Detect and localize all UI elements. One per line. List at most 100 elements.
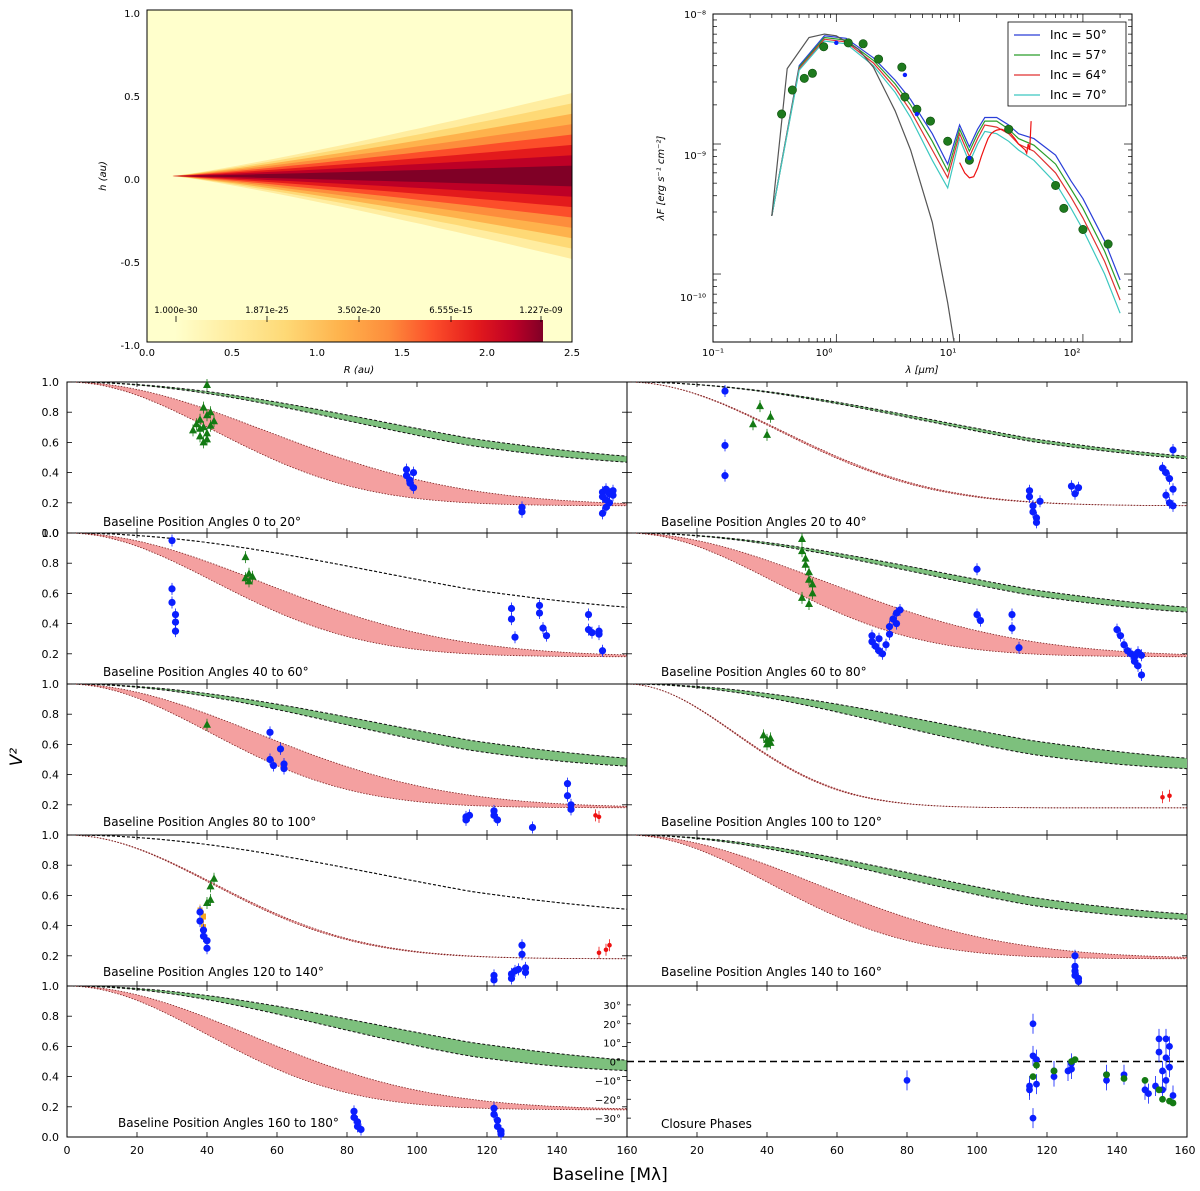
disk-panel: 1.000e-30 1.871e-25 3.502e-20 6.555e-15 … — [98, 9, 580, 376]
data-point — [896, 606, 904, 614]
data-point — [892, 620, 901, 628]
closure-point — [1162, 1076, 1170, 1084]
data-point-triangle — [808, 579, 817, 588]
data-point-triangle — [196, 431, 204, 440]
photometry-point — [1051, 180, 1061, 190]
y-tick-label: 0.8 — [42, 557, 60, 570]
data-point-triangle — [206, 881, 215, 890]
x-tick-label: 40 — [200, 1144, 214, 1157]
closure-point — [1029, 1114, 1037, 1122]
data-point-triangle — [206, 421, 215, 429]
data-point — [563, 792, 572, 800]
y-tick-label: 20° — [603, 1020, 621, 1031]
visibility-panel: 0.2 0.4 0.6 0.8 1.0 — [42, 829, 628, 987]
data-point — [1134, 662, 1142, 670]
data-point — [973, 565, 981, 573]
x-tick-label: 0 — [64, 1144, 71, 1157]
data-point — [1169, 502, 1177, 510]
x-tick-label: 2.0 — [479, 348, 495, 359]
y-tick-label: -1.0 — [120, 341, 140, 352]
sed-panel: 10⁻¹ 10⁰ 10¹ 10² 10⁻¹⁰ 10⁻⁹ 10⁻⁸ λ [μm] … — [656, 10, 1133, 376]
visibility-panels: 0.00.20.40.60.81.00.20.40.60.81.00.20.40… — [42, 376, 1188, 1144]
y-tick-label: 0.8 — [42, 1010, 60, 1023]
y-tick-label: -0.5 — [120, 258, 140, 269]
data-point — [521, 968, 530, 977]
data-point — [507, 615, 516, 623]
closure-point — [1159, 1067, 1166, 1075]
data-point — [1137, 651, 1146, 659]
y-tick-label: 10⁻⁸ — [684, 10, 706, 21]
data-point — [514, 965, 523, 973]
x-tick-label: 20 — [130, 1144, 144, 1157]
disk-x-ticks: 0.0 0.5 1.0 1.5 2.0 2.5 — [139, 348, 580, 359]
visibility-panel-titles: Baseline Position Angles 0 to 20° Baseli… — [103, 515, 882, 1130]
sed-x-tick-labels: 10⁻¹ 10⁰ 10¹ 10² — [702, 348, 1080, 359]
data-point-triangle — [248, 572, 257, 580]
data-point — [1074, 977, 1083, 986]
data-point — [1162, 491, 1170, 499]
data-point — [1116, 632, 1125, 640]
model-band-red — [67, 533, 627, 657]
photometry-point — [1078, 225, 1088, 235]
data-point — [1113, 626, 1121, 634]
panel-title: Baseline Position Angles 40 to 60° — [103, 665, 309, 679]
closure-point — [1029, 1073, 1037, 1080]
y-tick-label: −20° — [595, 1095, 621, 1106]
sed-y-axis-label: λF [erg s⁻¹ cm⁻²] — [656, 136, 667, 222]
data-point-triangle — [241, 573, 250, 582]
data-point — [1162, 469, 1170, 477]
model-band-edge — [67, 381, 628, 463]
closure-point — [1071, 1056, 1079, 1064]
closure-point — [1169, 1092, 1177, 1099]
data-point-triangle — [808, 588, 817, 597]
sed-model-lines — [771, 33, 1121, 343]
data-point — [168, 536, 176, 545]
panel-title: Baseline Position Angles 80 to 100° — [103, 815, 316, 829]
closure-point — [1162, 1054, 1170, 1062]
data-point — [721, 472, 729, 480]
y-tick-label: 1.0 — [42, 980, 60, 993]
y-tick-label: 0.4 — [42, 1071, 60, 1084]
disk-density-layer — [172, 165, 572, 187]
data-point — [1032, 518, 1041, 527]
data-point — [1160, 794, 1165, 800]
data-point — [1025, 487, 1034, 495]
data-point-triangle — [805, 567, 813, 576]
x-tick-label: 120 — [1037, 1144, 1058, 1157]
legend-box — [1007, 21, 1127, 107]
x-tick-label: 160 — [617, 1144, 638, 1157]
sed-series-line — [771, 38, 1121, 301]
x-tick-label: 100 — [407, 1144, 428, 1157]
data-point — [171, 610, 180, 619]
data-point — [409, 484, 418, 492]
y-tick-label: 0.4 — [42, 769, 60, 782]
vis-y-axis-label: V² — [7, 748, 27, 767]
data-point — [976, 616, 985, 625]
photometry-point — [943, 136, 953, 146]
legend-label: Inc = 57° — [1050, 48, 1107, 62]
visibility-panel — [626, 683, 1188, 836]
data-point — [1029, 508, 1037, 516]
y-tick-label: 0.6 — [42, 1040, 60, 1053]
model-band-edge — [627, 532, 1188, 608]
model-band-green — [627, 382, 1187, 459]
y-tick-label: 0.2 — [42, 950, 60, 963]
model-band-edge — [626, 834, 1188, 960]
y-tick-label: 0.6 — [42, 889, 60, 902]
data-point — [535, 609, 544, 617]
y-tick-label: 30° — [603, 1001, 621, 1012]
data-point — [609, 487, 617, 495]
closure-point — [1155, 1035, 1163, 1043]
data-point — [596, 814, 602, 820]
model-band-edge — [66, 985, 627, 1111]
panel-title: Baseline Position Angles 100 to 120° — [661, 815, 882, 829]
data-point — [490, 976, 498, 984]
data-point — [507, 604, 516, 613]
data-point — [598, 509, 607, 517]
data-point — [490, 807, 498, 815]
disk-y-ticks: -1.0 -0.5 0.0 0.5 1.0 — [120, 9, 140, 352]
sed-series-line — [771, 35, 1121, 281]
data-point-triangle — [801, 560, 810, 568]
disk-frame — [146, 9, 573, 343]
closure-point — [1169, 1099, 1177, 1107]
